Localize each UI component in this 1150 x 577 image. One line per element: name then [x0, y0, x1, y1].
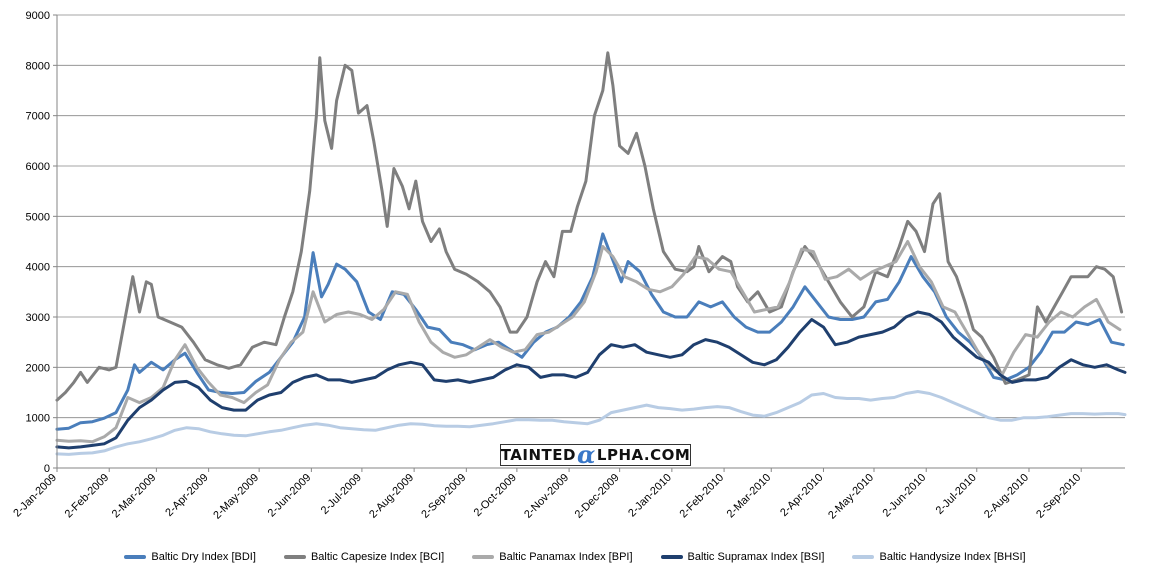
y-tick-label: 3000 — [26, 312, 50, 324]
series-line-1 — [55, 51, 1124, 402]
x-tick-label: 2-Feb-2009 — [63, 472, 112, 521]
x-tick-label: 2-Apr-2009 — [163, 472, 210, 519]
y-tick-label: 8000 — [26, 60, 50, 72]
y-tick-label: 5000 — [26, 211, 50, 223]
x-tick-label: 2-May-2010 — [826, 472, 876, 522]
y-tick-label: 4000 — [26, 262, 50, 274]
x-tick-label: 2-Jan-2009 — [11, 472, 59, 520]
series-line-3 — [55, 310, 1127, 450]
y-tick-label: 0 — [44, 463, 50, 475]
x-tick-label: 2-Nov-2009 — [522, 472, 571, 521]
watermark-prefix: TAINTED — [500, 446, 576, 464]
x-tick-label: 2-Jun-2009 — [266, 472, 314, 520]
x-tick-label: 2-Jan-2010 — [626, 472, 674, 520]
x-tick-label: 2-Dec-2009 — [573, 472, 622, 521]
legend-label: Baltic Panamax Index [BPI] — [499, 551, 633, 563]
x-tick-label: 2-Sep-2010 — [1034, 472, 1083, 521]
legend-item: Baltic Supramax Index [BSI] — [660, 547, 825, 567]
x-tick-label: 2-Oct-2009 — [472, 472, 519, 519]
legend: Baltic Dry Index [BDI] Baltic Capesize In… — [0, 547, 1150, 567]
legend-label: Baltic Handysize Index [BHSI] — [879, 551, 1026, 563]
x-tick-label: 2-Jul-2010 — [934, 472, 979, 517]
watermark-alpha: α — [576, 440, 596, 469]
legend-item: Baltic Panamax Index [BPI] — [472, 547, 633, 567]
legend-label: Baltic Capesize Index [BCI] — [310, 551, 445, 563]
legend-swatch — [852, 555, 875, 559]
x-tick-label: 2-Apr-2010 — [778, 472, 825, 519]
legend-swatch — [472, 555, 495, 559]
x-tick-label: 2-Mar-2010 — [725, 472, 774, 521]
plot-area — [57, 15, 1125, 468]
legend-item: Baltic Handysize Index [BHSI] — [852, 547, 1026, 567]
x-tick-label: 2-May-2009 — [211, 472, 261, 522]
x-tick-label: 2-Aug-2010 — [982, 472, 1031, 521]
watermark-suffix: LPHA.COM — [596, 446, 691, 464]
x-tick-label: 2-Jul-2009 — [319, 472, 364, 517]
series-lines — [55, 51, 1127, 456]
x-tick-label: 2-Jun-2010 — [881, 472, 929, 520]
y-tick-label: 1000 — [26, 413, 50, 425]
legend-item: Baltic Capesize Index [BCI] — [283, 547, 445, 567]
legend-label: Baltic Supramax Index [BSI] — [687, 551, 825, 563]
x-tick-label: 2-Sep-2009 — [419, 472, 468, 521]
x-tick-label: 2-Mar-2009 — [110, 472, 159, 521]
legend-swatch — [283, 555, 306, 559]
y-tick-label: 2000 — [26, 362, 50, 374]
series-line-2 — [55, 240, 1122, 444]
y-tick-label: 6000 — [26, 161, 50, 173]
x-tick-label: 2-Aug-2009 — [367, 472, 416, 521]
y-axis: 0 1000 2000 3000 4000 5000 6000 7000 8000 9000 — [26, 10, 57, 475]
series-line-4 — [55, 390, 1127, 456]
watermark-logo: TAINTED α LPHA.COM — [500, 440, 691, 469]
legend-item: Baltic Dry Index [BDI] — [124, 547, 256, 567]
x-tick-label: 2-Feb-2010 — [677, 472, 726, 521]
legend-swatch — [124, 555, 147, 559]
legend-label: Baltic Dry Index [BDI] — [151, 551, 256, 563]
legend-swatch — [660, 555, 683, 559]
y-tick-label: 9000 — [26, 10, 50, 22]
y-tick-label: 7000 — [26, 111, 50, 123]
